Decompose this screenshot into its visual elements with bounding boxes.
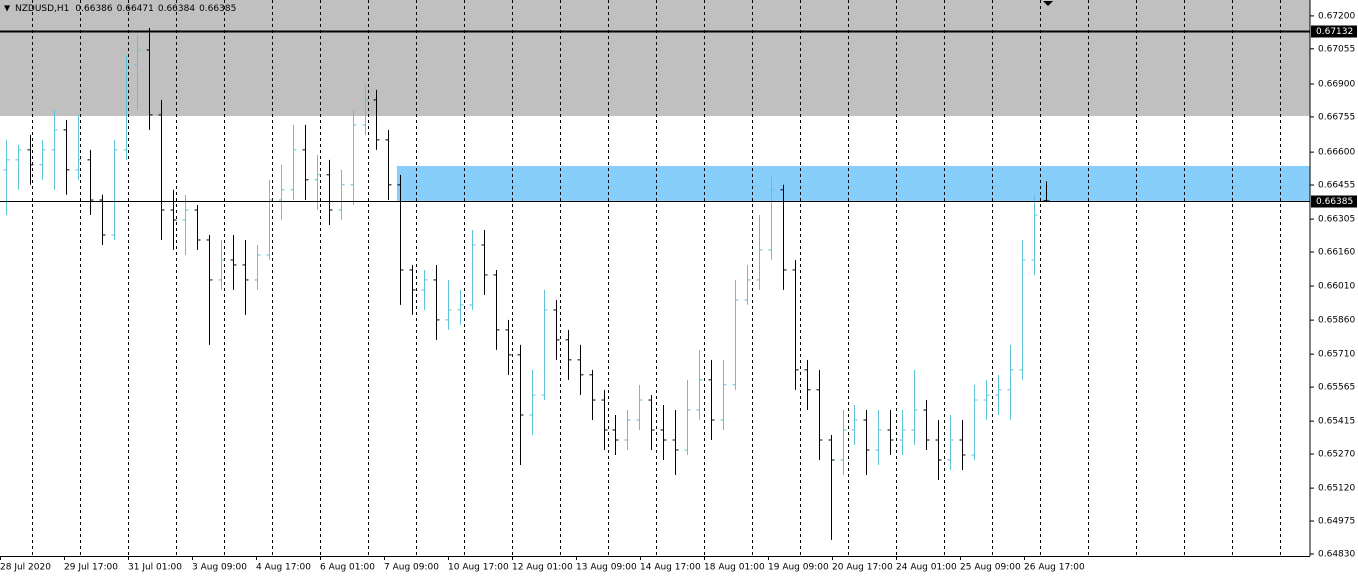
- level-label: 0.67132: [1316, 27, 1353, 37]
- level-label: 0.66385: [1316, 197, 1353, 207]
- price-bars: [3, 27, 1050, 540]
- x-tick-label: 14 Aug 17:00: [640, 563, 701, 573]
- x-tick-label: 25 Aug 09:00: [960, 563, 1021, 573]
- symbol: NZDUSD,H1: [15, 4, 69, 14]
- x-tick-label: 13 Aug 09:00: [576, 563, 637, 573]
- x-tick-label: 28 Jul 2020: [0, 563, 51, 573]
- header-low: 0.66384: [158, 4, 195, 14]
- zone: [0, 0, 1310, 117]
- y-tick-label: 0.64975: [1318, 517, 1355, 527]
- y-tick-label: 0.66305: [1318, 215, 1355, 225]
- levels: 0.67132 0.66385: [0, 25, 1357, 208]
- y-tick-label: 0.65120: [1318, 484, 1355, 494]
- y-tick-label: 0.65565: [1318, 383, 1355, 393]
- x-tick-label: 12 Aug 01:00: [512, 563, 573, 573]
- x-tick-label: 24 Aug 01:00: [896, 563, 957, 573]
- x-tick-label: 4 Aug 17:00: [256, 563, 311, 573]
- chart-header: NZDUSD,H1 0.66386 0.66471 0.66384 0.66385: [15, 4, 236, 14]
- y-tick-label: 0.65860: [1318, 316, 1355, 326]
- menu-arrow: ▼: [4, 4, 11, 13]
- x-tick-label: 31 Jul 01:00: [128, 563, 182, 573]
- shift-marker: [1043, 1, 1053, 6]
- x-tick-label: 10 Aug 17:00: [448, 563, 509, 573]
- y-tick-label: 0.66900: [1318, 80, 1355, 90]
- x-tick-label: 3 Aug 09:00: [192, 563, 247, 573]
- header-open: 0.66386: [75, 4, 112, 14]
- y-tick-label: 0.66455: [1318, 181, 1355, 191]
- x-tick-label: 19 Aug 09:00: [768, 563, 829, 573]
- y-tick-label: 0.66160: [1318, 248, 1355, 258]
- x-tick-label: 18 Aug 01:00: [704, 563, 765, 573]
- grid: [32, 0, 1281, 556]
- y-tick-label: 0.66010: [1318, 282, 1355, 292]
- y-tick-label: 0.66755: [1318, 112, 1355, 122]
- x-tick-label: 20 Aug 17:00: [832, 563, 893, 573]
- x-tick-label: 26 Aug 17:00: [1024, 563, 1085, 573]
- header-close: 0.66385: [199, 4, 236, 14]
- zones: [0, 0, 1310, 201]
- y-tick-label: 0.67200: [1318, 11, 1355, 21]
- x-tick-label: 7 Aug 09:00: [384, 563, 439, 573]
- y-tick-label: 0.66600: [1318, 148, 1355, 158]
- zone: [397, 165, 1310, 201]
- y-tick-label: 0.67055: [1318, 44, 1355, 54]
- y-tick-label: 0.65710: [1318, 350, 1355, 360]
- x-tick-label: 6 Aug 01:00: [320, 563, 375, 573]
- y-tick-label: 0.65270: [1318, 450, 1355, 460]
- header-high: 0.66471: [117, 4, 154, 14]
- y-tick-label: 0.64830: [1318, 549, 1355, 559]
- x-tick-label: 29 Jul 17:00: [64, 563, 118, 573]
- y-tick-label: 0.65415: [1318, 417, 1355, 427]
- level-label-box: [1311, 195, 1357, 208]
- level-label-box: [1311, 25, 1357, 38]
